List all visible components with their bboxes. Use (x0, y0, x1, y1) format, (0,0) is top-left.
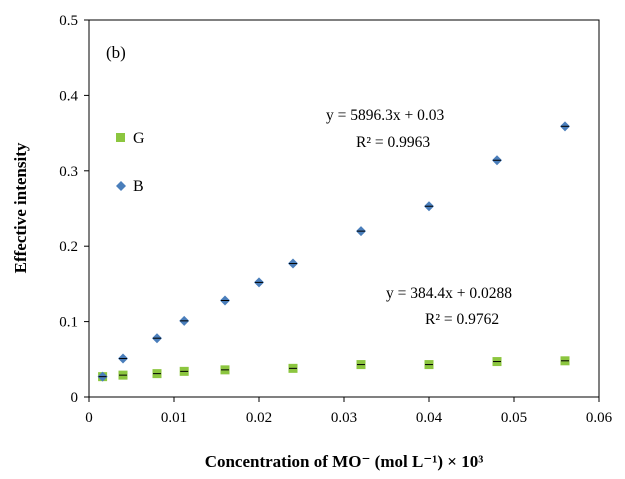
x-axis-title: Concentration of MO⁻ (mol L⁻¹) × 10³ (205, 452, 484, 471)
x-tick-label: 0.06 (586, 410, 613, 426)
y-axis-title: Effective intensity (11, 142, 30, 273)
equation-b: y = 5896.3x + 0.03 (326, 107, 444, 124)
y-tick-label: 0.3 (59, 164, 78, 180)
plot-area (88, 19, 600, 398)
x-tick-label: 0.01 (161, 410, 187, 426)
y-tick-label: 0.2 (59, 239, 78, 255)
x-tick-label: 0.04 (416, 410, 443, 426)
plot-border (88, 19, 600, 398)
panel-label: (b) (106, 43, 126, 62)
y-tick-label: 0.1 (59, 315, 78, 331)
legend-label-b: B (133, 178, 144, 195)
data-points (97, 121, 570, 382)
x-tick-label: 0.05 (501, 410, 527, 426)
x-axis: 0 0.01 0.02 0.03 0.04 0.05 0.06 (85, 397, 613, 426)
x-tick-label: 0 (85, 410, 93, 426)
x-tick-label: 0.02 (246, 410, 272, 426)
x-tick-label: 0.03 (331, 410, 357, 426)
r2-b: R² = 0.9963 (356, 134, 430, 151)
legend-marker-g (116, 133, 125, 142)
y-tick-label: 0 (71, 390, 79, 406)
y-tick-label: 0.4 (59, 88, 78, 104)
r2-g: R² = 0.9762 (425, 311, 499, 328)
legend-marker-b (116, 181, 126, 191)
y-tick-label: 0.5 (59, 13, 78, 29)
y-axis: 0 0.1 0.2 0.3 0.4 0.5 (59, 13, 89, 406)
legend-label-g: G (133, 130, 145, 147)
legend: G B (116, 130, 145, 195)
equation-g: y = 384.4x + 0.0288 (386, 285, 512, 302)
